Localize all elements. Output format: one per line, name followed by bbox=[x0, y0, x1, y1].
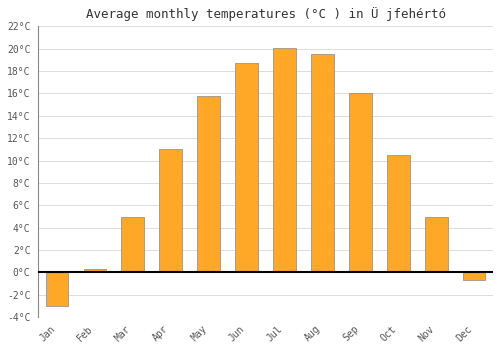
Bar bbox=[235, 63, 258, 273]
Bar bbox=[387, 155, 409, 273]
Bar bbox=[425, 217, 448, 273]
Bar bbox=[198, 96, 220, 273]
Bar bbox=[46, 273, 68, 306]
Title: Average monthly temperatures (°C ) in Ü jfehértó: Average monthly temperatures (°C ) in Ü … bbox=[86, 7, 446, 21]
Bar bbox=[349, 93, 372, 273]
Bar bbox=[311, 54, 334, 273]
Bar bbox=[160, 149, 182, 273]
Bar bbox=[84, 269, 106, 273]
Bar bbox=[462, 273, 485, 280]
Bar bbox=[273, 48, 296, 273]
Bar bbox=[122, 217, 144, 273]
